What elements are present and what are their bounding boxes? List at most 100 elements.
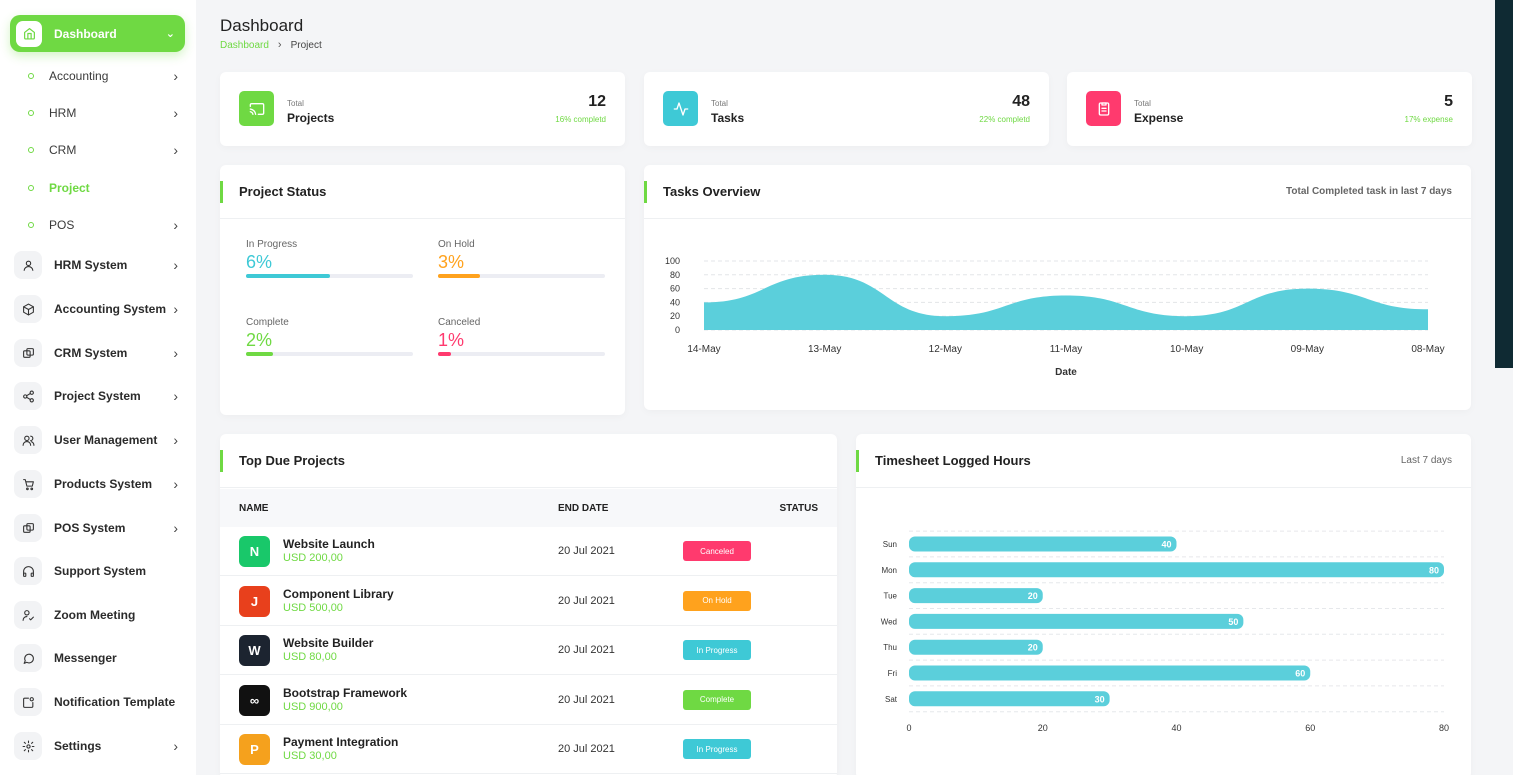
chevron-right-icon: ›	[173, 345, 178, 361]
status-percent: 2%	[246, 330, 273, 350]
column-header-status[interactable]: STATUS	[779, 503, 818, 514]
column-header-end-date[interactable]: END DATE	[558, 503, 609, 514]
sidebar-item-project-system[interactable]: Project System ›	[14, 381, 184, 411]
table-row[interactable]: N Website Launch USD 200,00 20 Jul 2021 Canc…	[220, 527, 837, 576]
table-row[interactable]: J Component Library USD 500,00 20 Jul 2021 O…	[220, 577, 837, 626]
sidebar-item-messenger[interactable]: Messenger	[14, 643, 184, 673]
x-tick-label: 20	[1038, 723, 1048, 733]
sidebar-item-label: Accounting System	[54, 302, 167, 316]
sidebar-item-hrm-system[interactable]: HRM System ›	[14, 250, 184, 280]
progress-track	[438, 352, 605, 356]
status-percent: 1%	[438, 330, 465, 350]
column-header-name[interactable]: NAME	[239, 503, 269, 514]
data-label: 40	[1161, 540, 1171, 550]
stat-caption: Total	[1134, 99, 1151, 108]
y-tick-label: Wed	[881, 617, 897, 626]
status-item-canceled: Canceled 1%	[438, 317, 606, 356]
status-item-on-hold: On Hold 3%	[438, 239, 606, 278]
progress-track	[438, 274, 605, 278]
bullet-icon	[28, 222, 34, 228]
status-badge: Canceled	[683, 541, 751, 561]
chevron-right-icon: ›	[173, 301, 178, 317]
stat-name: Tasks	[711, 111, 745, 125]
sidebar-item-pos-system[interactable]: POS System ›	[14, 513, 184, 543]
status-badge: In Progress	[683, 739, 751, 759]
card-title: Project Status	[239, 184, 327, 199]
sidebar-item-crm-system[interactable]: CRM System ›	[14, 338, 184, 368]
headphones-icon	[14, 557, 42, 585]
sidebar-subitem-accounting[interactable]: Accounting ›	[28, 66, 178, 86]
sidebar-item-label: CRM System	[54, 346, 128, 360]
sidebar: Dashboard ⌄ Accounting › HRM › CRM › Project PO…	[0, 0, 196, 775]
project-end-date: 20 Jul 2021	[558, 693, 615, 706]
sidebar-item-support-system[interactable]: Support System	[14, 556, 184, 586]
sidebar-subitem-crm[interactable]: CRM ›	[28, 140, 178, 160]
y-tick-label: 100	[665, 256, 680, 266]
bar	[909, 562, 1444, 578]
card-title: Tasks Overview	[663, 184, 761, 199]
data-label: 80	[1429, 565, 1439, 575]
y-tick-label: 80	[670, 270, 680, 280]
sidebar-subitem-hrm[interactable]: HRM ›	[28, 103, 178, 123]
y-tick-label: 40	[670, 297, 680, 307]
project-price: USD 500,00	[283, 601, 343, 614]
chevron-right-icon: ›	[173, 217, 178, 233]
chevron-down-icon: ⌄	[165, 28, 175, 40]
x-tick-label: 08-May	[1411, 344, 1444, 355]
sidebar-item-notification-template[interactable]: Notification Template	[14, 687, 184, 717]
x-tick-label: 12-May	[929, 344, 962, 355]
sidebar-item-user-management[interactable]: User Management ›	[14, 425, 184, 455]
bullet-icon	[28, 110, 34, 116]
project-name: Payment Integration	[283, 735, 399, 749]
sidebar-item-label: HRM System	[54, 258, 128, 272]
gear-icon	[14, 732, 42, 760]
status-label: Complete	[246, 317, 289, 328]
chevron-right-icon: ›	[173, 105, 178, 121]
data-label: 20	[1028, 591, 1038, 601]
project-logo: J	[239, 585, 270, 617]
sidebar-item-label: Dashboard	[54, 26, 117, 41]
project-name: Component Library	[283, 586, 394, 601]
progress-track	[246, 352, 413, 356]
project-end-date: 20 Jul 2021	[558, 594, 615, 607]
stat-subtext: 16% completd	[555, 115, 606, 124]
sidebar-item-accounting-system[interactable]: Accounting System ›	[14, 294, 184, 324]
breadcrumb-home-link[interactable]: Dashboard	[220, 39, 269, 51]
bullet-icon	[28, 73, 34, 79]
stat-card-tasks: Total Tasks 48 22% completd	[644, 72, 1049, 146]
project-logo: W	[239, 635, 270, 666]
sidebar-item-products-system[interactable]: Products System ›	[14, 469, 184, 499]
sidebar-item-dashboard[interactable]: Dashboard ⌄	[10, 15, 185, 52]
x-tick-label: 09-May	[1291, 344, 1324, 355]
table-row[interactable]: P Payment Integration USD 30,00 20 Jul 2021…	[220, 725, 837, 774]
stat-subtext: 22% completd	[979, 115, 1030, 124]
stat-card-projects: Total Projects 12 16% completd	[220, 72, 625, 146]
x-tick-label: 80	[1439, 723, 1449, 733]
chevron-right-icon: ›	[173, 432, 178, 448]
y-tick-label: 60	[670, 284, 680, 294]
table-header: NAME END DATE STATUS	[220, 489, 837, 527]
status-percent: 3%	[438, 252, 465, 272]
stat-subtext: 17% expense	[1404, 115, 1453, 124]
sidebar-subitem-project[interactable]: Project	[28, 178, 178, 198]
share-icon	[14, 382, 42, 410]
sidebar-item-settings[interactable]: Settings ›	[14, 731, 184, 761]
chevron-right-icon: ›	[173, 142, 178, 158]
status-badge: Complete	[683, 689, 751, 710]
project-end-date: 20 Jul 2021	[558, 743, 615, 755]
table-row[interactable]: ∞ Bootstrap Framework USD 900,00 20 Jul 202…	[220, 676, 837, 725]
sidebar-item-label: User Management	[54, 433, 158, 447]
layers-icon	[14, 339, 42, 367]
card-header: Project Status	[220, 165, 625, 219]
notification-icon	[14, 688, 42, 716]
table-row[interactable]: W Website Builder USD 80,00 20 Jul 2021 In P…	[220, 626, 837, 675]
y-tick-label: 0	[675, 325, 680, 335]
card-subtitle: Last 7 days	[1400, 455, 1452, 466]
status-item-complete: Complete 2%	[246, 317, 414, 356]
sidebar-subitem-pos[interactable]: POS ›	[28, 215, 178, 235]
status-badge: On Hold	[683, 590, 751, 611]
stat-card-expense: Total Expense 5 17% expense	[1067, 72, 1472, 146]
sidebar-item-zoom-meeting[interactable]: Zoom Meeting	[14, 600, 184, 630]
project-name: Website Builder	[283, 636, 374, 650]
